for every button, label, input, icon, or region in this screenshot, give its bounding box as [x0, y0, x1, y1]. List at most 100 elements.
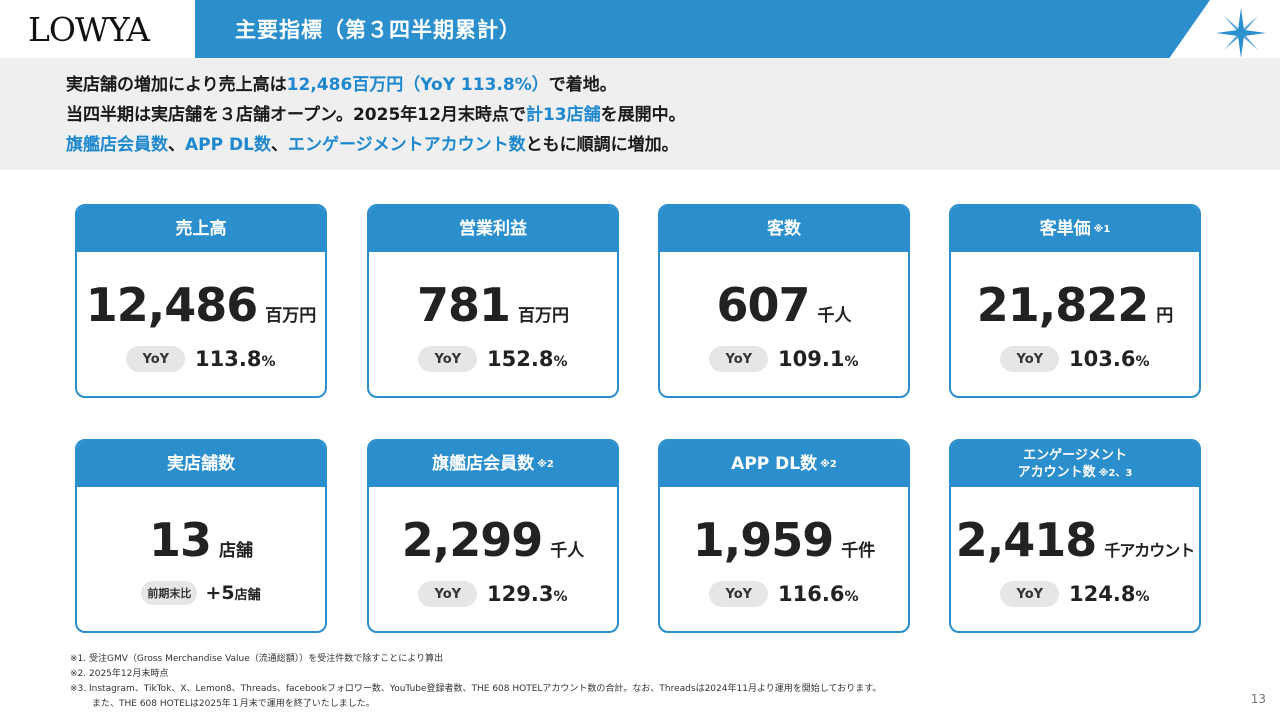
- yoy-value: 116.6%: [778, 582, 858, 606]
- summary-text: を展開中。: [600, 105, 686, 125]
- card-title-text: APP DL数: [731, 453, 818, 474]
- pct-symbol: %: [1135, 354, 1150, 370]
- summary-text: 当四半期は実店舗を３店舗オープン。2025年12月末時点で: [66, 105, 526, 125]
- card-value: 21,822: [976, 278, 1150, 332]
- card-unit: 千人: [817, 306, 852, 326]
- card-title-text: アカウント数: [1017, 464, 1096, 480]
- footnotes: ※1. 受注GMV（Gross Merchandise Value（流通総額））…: [70, 652, 1210, 712]
- card-value-row: 13 店舗: [77, 513, 325, 567]
- pct-symbol: %: [553, 354, 568, 370]
- summary-highlight: APP DL数: [185, 135, 271, 155]
- pct-symbol: %: [1135, 589, 1150, 605]
- card-yoy-row: YoY 109.1%: [660, 346, 908, 372]
- yoy-badge: YoY: [1000, 346, 1060, 372]
- kpi-card-engagement-accounts: エンゲージメント アカウント数 ※2、3 2,418 千アカウント YoY 124.…: [949, 439, 1201, 633]
- summary-highlight: 旗艦店会員数: [66, 135, 168, 155]
- summary-highlight: 計13店舗: [525, 105, 601, 125]
- card-unit: 百万円: [518, 306, 570, 326]
- footnote: ※1. 受注GMV（Gross Merchandise Value（流通総額））…: [70, 654, 444, 664]
- kpi-card-operating-profit: 営業利益 781 百万円 YoY 152.8%: [367, 204, 619, 398]
- kpi-card-average-spend: 客単価 ※1 21,822 円 YoY 103.6%: [949, 204, 1201, 398]
- title-bar: 主要指標（第３四半期累計）: [195, 0, 1210, 58]
- summary-line-2: 当四半期は実店舗を３店舗オープン。2025年12月末時点で計13店舗を展開中。: [66, 100, 1280, 130]
- card-value-row: 607 千人: [660, 278, 908, 332]
- summary-highlight: 12,486百万円（YoY 113.8%）: [286, 75, 549, 95]
- prev-period-badge: 前期末比: [141, 581, 198, 605]
- summary-highlight: エンゲージメントアカウント数: [287, 135, 526, 155]
- card-yoy-row: YoY 152.8%: [369, 346, 617, 372]
- summary-text: 実店舗の増加により売上高は: [66, 75, 287, 95]
- footnote: また、THE 608 HOTELは2025年１月末で運用を終了いたしました。: [92, 699, 375, 709]
- summary-text: 、: [270, 135, 288, 155]
- card-unit: 千件: [841, 541, 876, 561]
- card-title-text: 売上高: [175, 218, 227, 239]
- kpi-card-app-downloads: APP DL数 ※2 1,959 千件 YoY 116.6%: [658, 439, 910, 633]
- card-value: 1,959: [692, 513, 835, 567]
- card-title-text: エンゲージメント: [1023, 447, 1127, 463]
- store-change-value: +5店舗: [205, 582, 260, 604]
- yoy-badge: YoY: [418, 581, 478, 607]
- card-value: 781: [416, 278, 511, 332]
- yoy-number: 124.8: [1069, 582, 1136, 606]
- compass-star-icon: [1216, 8, 1266, 58]
- yoy-badge: YoY: [1000, 581, 1060, 607]
- summary-text: 、: [168, 135, 185, 155]
- card-note: ※1: [1093, 223, 1111, 235]
- yoy-value: 103.6%: [1069, 347, 1149, 371]
- kpi-card-stores: 実店舗数 13 店舗 前期末比 +5店舗: [75, 439, 327, 633]
- card-value-row: 21,822 円: [951, 278, 1199, 332]
- yoy-badge: YoY: [709, 346, 769, 372]
- card-value: 2,299: [401, 513, 544, 567]
- logo-text: LOWYA: [28, 9, 150, 49]
- yoy-badge: YoY: [418, 346, 478, 372]
- card-value: 607: [716, 278, 810, 332]
- card-title: 旗艦店会員数 ※2: [369, 441, 617, 487]
- page-number: 13: [1250, 692, 1266, 706]
- yoy-number: 129.3: [487, 582, 554, 606]
- card-title-text: 実店舗数: [167, 453, 235, 474]
- summary-text: ともに順調に増加。: [525, 135, 679, 155]
- card-value: 2,418: [955, 513, 1098, 567]
- card-value: 13: [148, 513, 212, 567]
- card-title-text: 旗艦店会員数: [432, 453, 535, 474]
- card-title: APP DL数 ※2: [660, 441, 908, 487]
- summary-box: 実店舗の増加により売上高は12,486百万円（YoY 113.8%）で着地。 当…: [0, 58, 1280, 170]
- store-change-number: +5: [205, 582, 235, 604]
- yoy-value: 129.3%: [487, 582, 567, 606]
- yoy-number: 113.8: [195, 347, 262, 371]
- kpi-card-customers: 客数 607 千人 YoY 109.1%: [658, 204, 910, 398]
- footnote: ※2. 2025年12月末時点: [70, 669, 169, 679]
- card-title-text: 客数: [767, 218, 801, 239]
- card-change-row: 前期末比 +5店舗: [77, 581, 325, 605]
- card-unit: 千人: [550, 541, 585, 561]
- card-title: 実店舗数: [77, 441, 325, 487]
- yoy-badge: YoY: [709, 581, 769, 607]
- summary-text: で着地。: [548, 75, 617, 95]
- card-yoy-row: YoY 129.3%: [369, 581, 617, 607]
- card-title-text: 客単価: [1039, 218, 1091, 239]
- kpi-card-members: 旗艦店会員数 ※2 2,299 千人 YoY 129.3%: [367, 439, 619, 633]
- pct-symbol: %: [261, 354, 276, 370]
- card-unit: 店舗: [219, 541, 253, 561]
- yoy-number: 109.1: [778, 347, 845, 371]
- card-title-text: 営業利益: [459, 218, 527, 239]
- card-title: 客単価 ※1: [951, 206, 1199, 252]
- yoy-number: 152.8: [487, 347, 554, 371]
- pct-symbol: %: [844, 589, 859, 605]
- card-note: ※2: [537, 458, 554, 470]
- yoy-value: 113.8%: [195, 347, 275, 371]
- card-title: エンゲージメント アカウント数 ※2、3: [951, 441, 1199, 487]
- card-value-row: 2,418 千アカウント: [951, 513, 1199, 567]
- card-value-row: 12,486 百万円: [77, 278, 325, 332]
- card-yoy-row: YoY 113.8%: [77, 346, 325, 372]
- logo: LOWYA: [0, 0, 195, 58]
- pct-symbol: %: [553, 589, 568, 605]
- yoy-number: 103.6: [1069, 347, 1136, 371]
- store-change-unit: 店舗: [234, 588, 261, 603]
- summary-line-1: 実店舗の増加により売上高は12,486百万円（YoY 113.8%）で着地。: [66, 70, 1280, 100]
- header: LOWYA 主要指標（第３四半期累計）: [0, 0, 1280, 58]
- yoy-badge: YoY: [126, 346, 186, 372]
- card-unit: 百万円: [265, 306, 317, 326]
- card-value-row: 1,959 千件: [660, 513, 908, 567]
- page-title: 主要指標（第３四半期累計）: [235, 18, 521, 42]
